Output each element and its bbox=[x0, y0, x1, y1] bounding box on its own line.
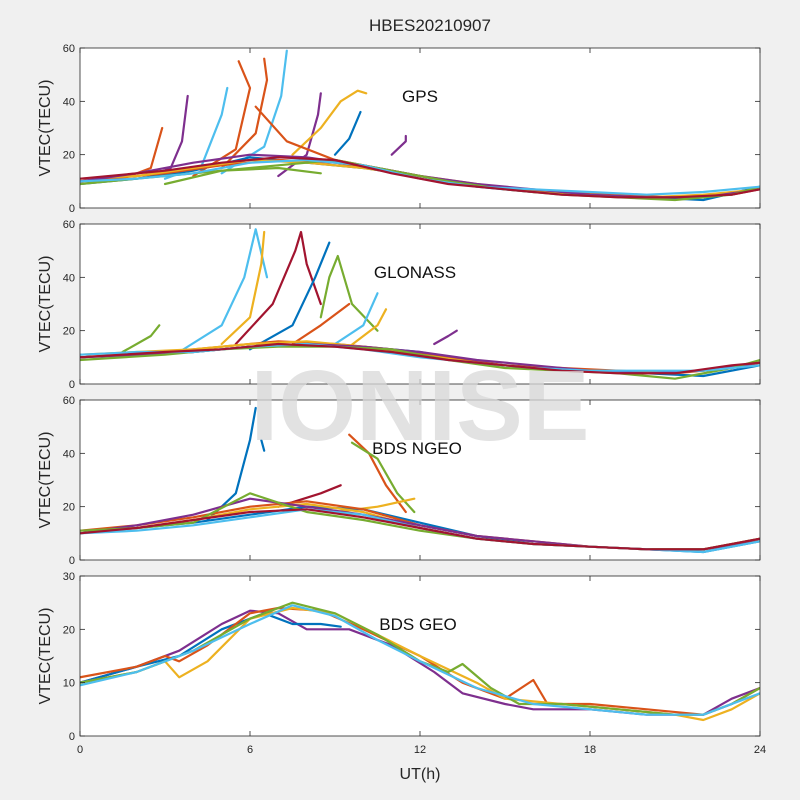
series-line-13 bbox=[80, 508, 760, 551]
series-line-10 bbox=[390, 134, 407, 156]
panel-2: 0 20 40 60 VTEC(TECU) GLONASS bbox=[37, 219, 761, 391]
series-line-16 bbox=[80, 342, 760, 372]
y-tick-label: 20 bbox=[63, 150, 75, 162]
y-tick-label: 0 bbox=[69, 731, 75, 743]
panel-annotation: BDS GEO bbox=[379, 615, 456, 634]
series-line-17 bbox=[80, 158, 760, 202]
x-tick-label: 12 bbox=[414, 744, 426, 756]
y-axis-label: VTEC(TECU) bbox=[37, 608, 54, 705]
series-line-6 bbox=[319, 254, 379, 332]
plot-area bbox=[80, 400, 760, 560]
series-group bbox=[80, 228, 760, 380]
y-axis-label: VTEC(TECU) bbox=[37, 256, 54, 353]
x-tick-label: 18 bbox=[584, 744, 596, 756]
series-group bbox=[80, 49, 760, 202]
series-line-9 bbox=[348, 308, 388, 348]
series-line-3 bbox=[220, 230, 266, 346]
series-line-1 bbox=[121, 324, 161, 354]
series-line-8 bbox=[291, 89, 368, 156]
plot-area bbox=[80, 48, 760, 208]
x-axis-label: UT(h) bbox=[400, 766, 441, 783]
panel-1: 0 20 40 60 VTEC(TECU) GPS bbox=[37, 43, 761, 215]
y-tick-label: 20 bbox=[63, 624, 75, 636]
y-axis-label: VTEC(TECU) bbox=[37, 80, 54, 177]
y-tick-label: 0 bbox=[69, 203, 75, 215]
panel-4: 0 10 20 30 0 6 12 18 24 VTEC(TECU) BDS GEO bbox=[37, 571, 766, 756]
y-tick-label: 60 bbox=[63, 43, 75, 55]
series-line-7 bbox=[291, 302, 351, 346]
y-tick-label: 20 bbox=[63, 502, 75, 514]
x-tick-label: 24 bbox=[754, 744, 766, 756]
series-group bbox=[80, 406, 760, 554]
watermark-text: IONISE bbox=[251, 350, 590, 462]
y-tick-label: 0 bbox=[69, 379, 75, 391]
series-line-12 bbox=[163, 166, 322, 186]
y-tick-label: 40 bbox=[63, 96, 75, 108]
figure-title: HBES20210907 bbox=[369, 16, 491, 35]
series-line-2 bbox=[260, 438, 266, 452]
series-line-9 bbox=[333, 110, 362, 156]
panel-3: 0 20 40 60 VTEC(TECU) BDS NGEO bbox=[37, 395, 761, 567]
y-tick-label: 60 bbox=[63, 395, 75, 407]
series-line-2 bbox=[178, 228, 269, 354]
panel-annotation: GLONASS bbox=[374, 263, 456, 282]
y-axis-label: VTEC(TECU) bbox=[37, 432, 54, 529]
series-line-4 bbox=[234, 230, 322, 346]
series-line-3 bbox=[348, 433, 407, 514]
series-line-4 bbox=[350, 441, 416, 514]
y-tick-label: 20 bbox=[63, 326, 75, 338]
panel-annotation: GPS bbox=[402, 87, 438, 106]
x-tick-label: 0 bbox=[77, 744, 83, 756]
series-line-8 bbox=[333, 292, 379, 346]
x-tick-label: 6 bbox=[247, 744, 253, 756]
series-line-19 bbox=[80, 156, 760, 199]
panel-annotation: BDS NGEO bbox=[372, 439, 462, 458]
y-tick-label: 10 bbox=[63, 678, 75, 690]
y-tick-label: 40 bbox=[63, 448, 75, 460]
series-line-6 bbox=[80, 604, 760, 716]
series-line-5 bbox=[248, 241, 331, 351]
y-tick-label: 0 bbox=[69, 555, 75, 567]
y-tick-label: 40 bbox=[63, 272, 75, 284]
series-line-17 bbox=[80, 342, 760, 375]
series-line-5 bbox=[220, 57, 269, 170]
y-tick-label: 60 bbox=[63, 219, 75, 231]
series-group bbox=[80, 601, 760, 722]
y-tick-label: 30 bbox=[63, 571, 75, 583]
series-line-10 bbox=[433, 329, 458, 346]
